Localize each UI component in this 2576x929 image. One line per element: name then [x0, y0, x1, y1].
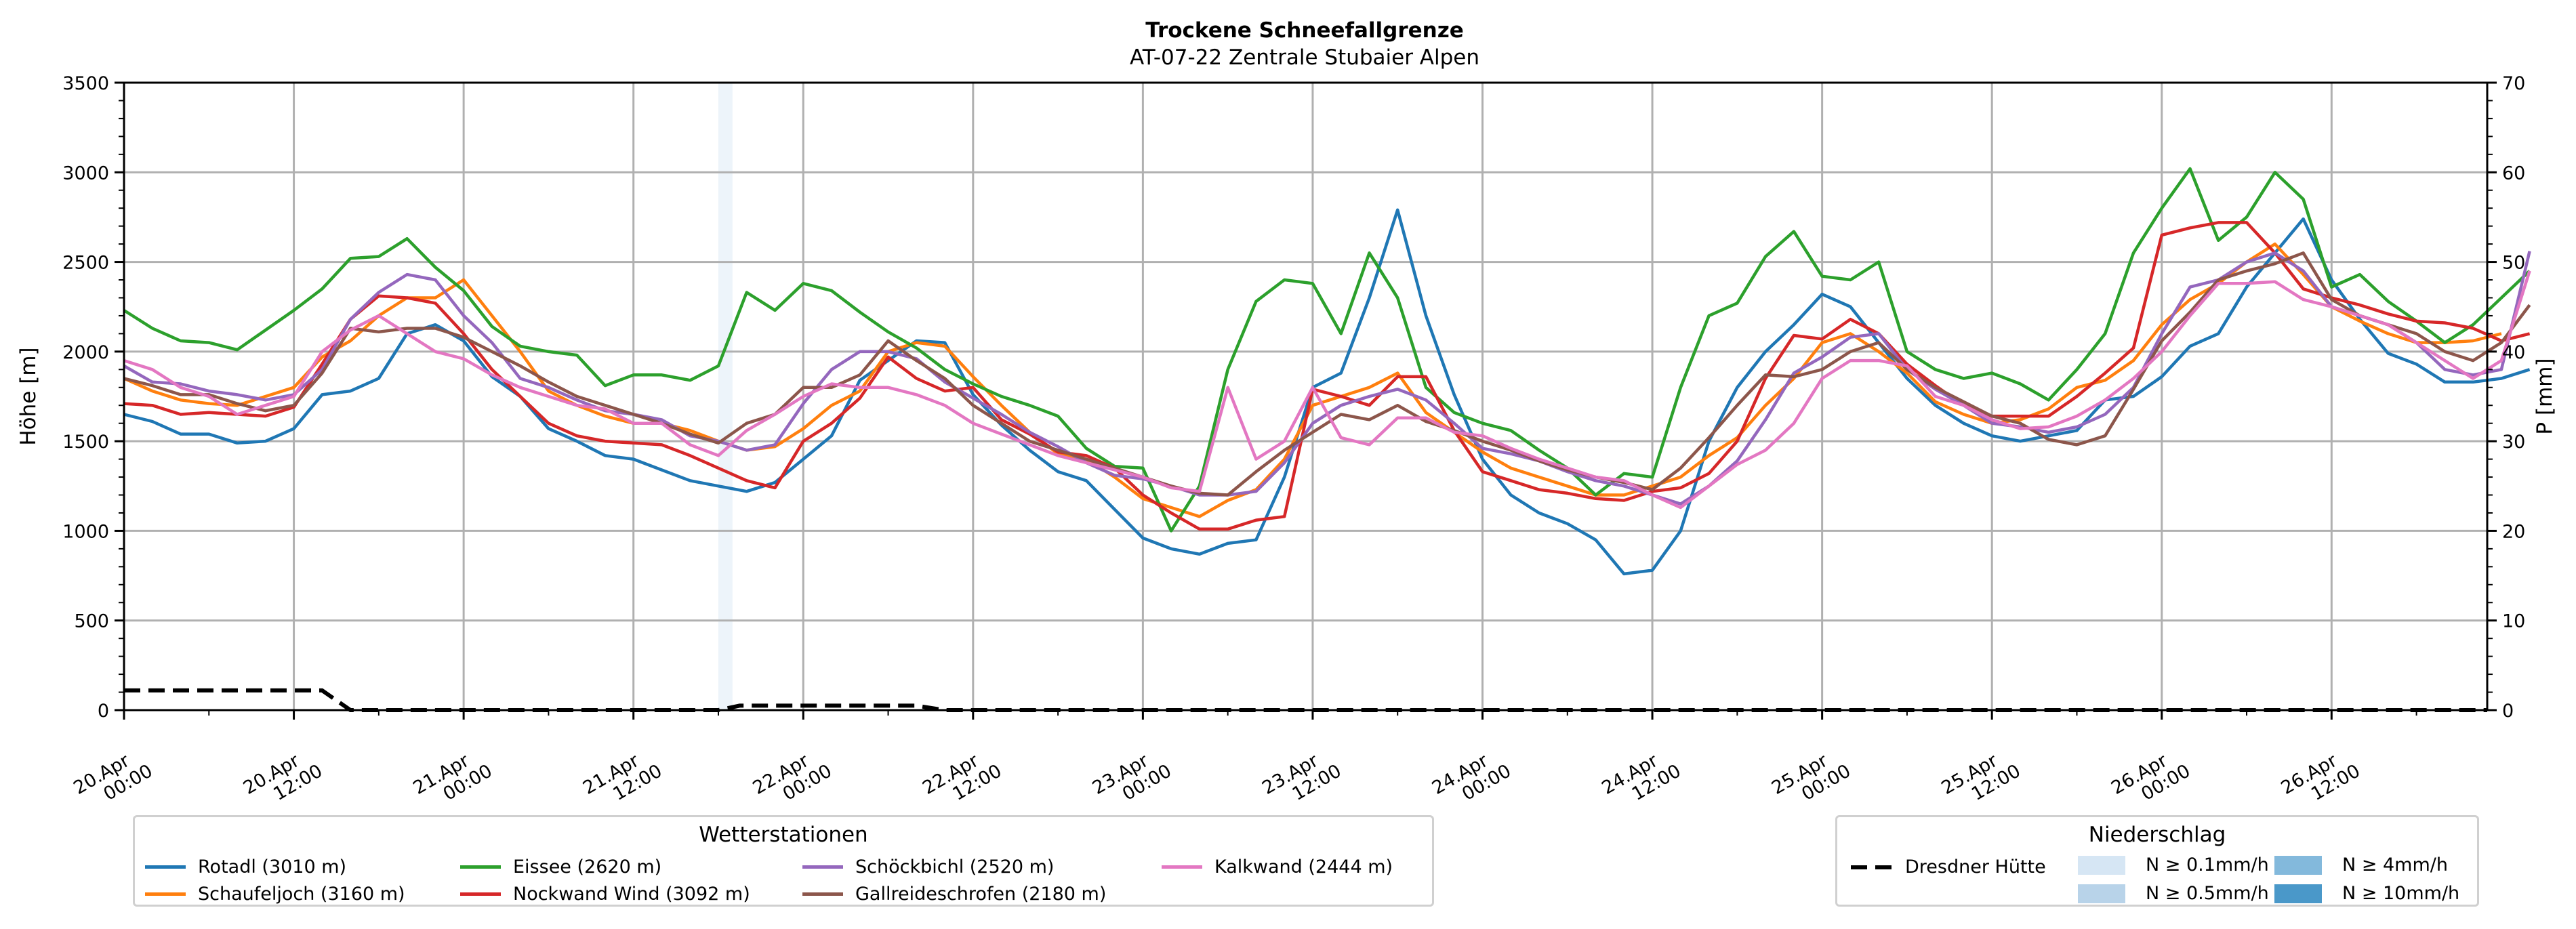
y-tick-label: 2000	[62, 342, 109, 363]
x-tick-label: 26.Apr00:00	[2108, 743, 2194, 806]
series-line	[123, 167, 2531, 533]
x-tick-label: 24.Apr12:00	[1598, 743, 1684, 806]
legend-item-station: Rotadl (3010 m)	[145, 856, 346, 878]
x-tick-label: 22.Apr00:00	[750, 743, 836, 806]
legend-item-precip-class: N ≥ 4mm/h	[2274, 854, 2448, 875]
legend-swatch	[1162, 865, 1202, 869]
legend-swatch	[460, 892, 501, 896]
x-tick-label: 21.Apr12:00	[579, 743, 666, 806]
legend-label: Gallreideschrofen (2180 m)	[855, 884, 1107, 905]
legend-swatch	[145, 865, 186, 869]
legend-patch	[2078, 855, 2125, 875]
legend-item-station: Kalkwand (2444 m)	[1162, 856, 1393, 878]
legend-item-station: Nockwand Wind (3092 m)	[460, 884, 750, 905]
y2-tick-label: 70	[2502, 73, 2525, 94]
y-tick-label: 3000	[62, 163, 109, 184]
chart-subtitle: AT-07-22 Zentrale Stubaier Alpen	[1130, 45, 1479, 70]
y2-tick-label: 40	[2502, 342, 2525, 363]
x-tick-label: 25.Apr12:00	[1938, 743, 2024, 806]
legend-label: N ≥ 10mm/h	[2342, 883, 2460, 904]
y-axis-label: Höhe [m]	[16, 347, 41, 445]
legend-label: Kalkwand (2444 m)	[1214, 856, 1393, 878]
y2-tick-label: 10	[2502, 611, 2525, 632]
precip-band	[718, 83, 733, 710]
x-tick-label: 23.Apr12:00	[1259, 743, 1345, 806]
x-tick-label: 22.Apr12:00	[919, 743, 1005, 806]
series-lines	[123, 167, 2531, 576]
legend-label: Nockwand Wind (3092 m)	[513, 884, 750, 905]
legend-patch	[2274, 884, 2322, 903]
legend-patch	[2274, 855, 2322, 875]
series-line	[123, 242, 2502, 518]
legend-swatch	[460, 865, 501, 869]
legend-swatch	[802, 892, 843, 896]
y2-tick-label: 50	[2502, 253, 2525, 274]
legend-swatch	[145, 892, 186, 896]
legend-label: Eissee (2620 m)	[513, 856, 662, 878]
y-tick-label: 500	[74, 611, 109, 632]
plot-frame	[123, 81, 2489, 711]
precip-bands	[718, 83, 733, 710]
y2-tick-label: 60	[2502, 163, 2525, 184]
x-tick-label: 26.Apr12:00	[2278, 743, 2364, 806]
x-tick-label: 20.Apr00:00	[70, 743, 156, 806]
legend-stations: Wetterstationen Rotadl (3010 m) Schaufelj…	[133, 815, 1434, 907]
legend-item-station: Gallreideschrofen (2180 m)	[802, 884, 1106, 905]
chart-title: Trockene Schneefallgrenze	[1145, 18, 1464, 43]
legend-item-station: Schaufeljoch (3160 m)	[145, 884, 405, 905]
series-line	[123, 251, 2531, 497]
y-tick-label: 1500	[62, 432, 109, 453]
legend-stations-title: Wetterstationen	[699, 823, 868, 847]
legend-label: N ≥ 0.5mm/h	[2146, 883, 2269, 904]
x-tick-label: 25.Apr00:00	[1768, 743, 1854, 806]
y2-tick-label: 20	[2502, 521, 2525, 542]
legend-precip: Niederschlag Dresdner Hütte N ≥ 0.1mm/h N…	[1835, 815, 2479, 907]
x-tick-label: 20.Apr12:00	[240, 743, 326, 806]
precip-line	[124, 688, 2487, 712]
legend-patch	[2078, 884, 2125, 903]
x-tick-label: 23.Apr00:00	[1089, 743, 1175, 806]
dashed-line-swatch	[1851, 865, 1892, 869]
grid	[124, 83, 2487, 710]
y-tick-label: 1000	[62, 521, 109, 542]
y2-axis-label: P [mm]	[2533, 358, 2557, 434]
y-tick-label: 0	[98, 701, 109, 722]
series-line	[123, 221, 2531, 531]
series-line	[123, 270, 2531, 510]
x-tick-label: 21.Apr00:00	[409, 743, 495, 806]
y-tick-label: 3500	[62, 73, 109, 94]
legend-label: N ≥ 0.1mm/h	[2146, 854, 2269, 875]
precip-dresdner-huette-line	[124, 688, 2487, 712]
y2-tick-label: 0	[2502, 701, 2514, 722]
legend-item-precip-class: N ≥ 0.5mm/h	[2078, 883, 2269, 904]
legend-item-precip-class: N ≥ 0.1mm/h	[2078, 854, 2269, 875]
y2-tick-label: 30	[2502, 432, 2525, 453]
legend-label: Schöckbichl (2520 m)	[855, 856, 1055, 878]
series-line	[123, 251, 2531, 505]
legend-label: Rotadl (3010 m)	[198, 856, 347, 878]
chart: Trockene Schneefallgrenze AT-07-22 Zentr…	[16, 18, 2557, 806]
legend-item-dresdner-huette: Dresdner Hütte	[1851, 856, 2046, 878]
legend-item-station: Eissee (2620 m)	[460, 856, 661, 878]
legend-item-precip-class: N ≥ 10mm/h	[2274, 883, 2459, 904]
legend-label: Dresdner Hütte	[1905, 856, 2046, 878]
legend-label: N ≥ 4mm/h	[2342, 854, 2448, 875]
legend-label: Schaufeljoch (3160 m)	[198, 884, 405, 905]
x-tick-label: 24.Apr00:00	[1429, 743, 1515, 806]
legend-item-station: Schöckbichl (2520 m)	[802, 856, 1054, 878]
legend-precip-title: Niederschlag	[2088, 823, 2226, 847]
legend-swatch	[802, 865, 843, 869]
y-tick-label: 2500	[62, 253, 109, 274]
